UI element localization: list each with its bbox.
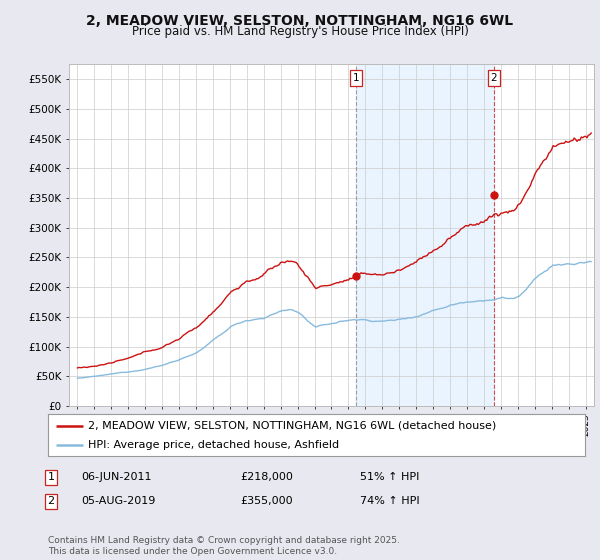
Text: Price paid vs. HM Land Registry's House Price Index (HPI): Price paid vs. HM Land Registry's House …: [131, 25, 469, 38]
Text: 74% ↑ HPI: 74% ↑ HPI: [360, 496, 419, 506]
Text: 2: 2: [47, 496, 55, 506]
Text: 1: 1: [353, 73, 359, 83]
Text: £218,000: £218,000: [240, 472, 293, 482]
Text: £355,000: £355,000: [240, 496, 293, 506]
Text: HPI: Average price, detached house, Ashfield: HPI: Average price, detached house, Ashf…: [88, 440, 340, 450]
Text: 2, MEADOW VIEW, SELSTON, NOTTINGHAM, NG16 6WL (detached house): 2, MEADOW VIEW, SELSTON, NOTTINGHAM, NG1…: [88, 421, 497, 431]
Text: 2: 2: [490, 73, 497, 83]
Text: 1: 1: [47, 472, 55, 482]
Text: 2, MEADOW VIEW, SELSTON, NOTTINGHAM, NG16 6WL: 2, MEADOW VIEW, SELSTON, NOTTINGHAM, NG1…: [86, 14, 514, 28]
Text: 05-AUG-2019: 05-AUG-2019: [81, 496, 155, 506]
Bar: [356, 64, 494, 406]
Text: 51% ↑ HPI: 51% ↑ HPI: [360, 472, 419, 482]
Text: Contains HM Land Registry data © Crown copyright and database right 2025.
This d: Contains HM Land Registry data © Crown c…: [48, 536, 400, 556]
Text: 06-JUN-2011: 06-JUN-2011: [81, 472, 151, 482]
